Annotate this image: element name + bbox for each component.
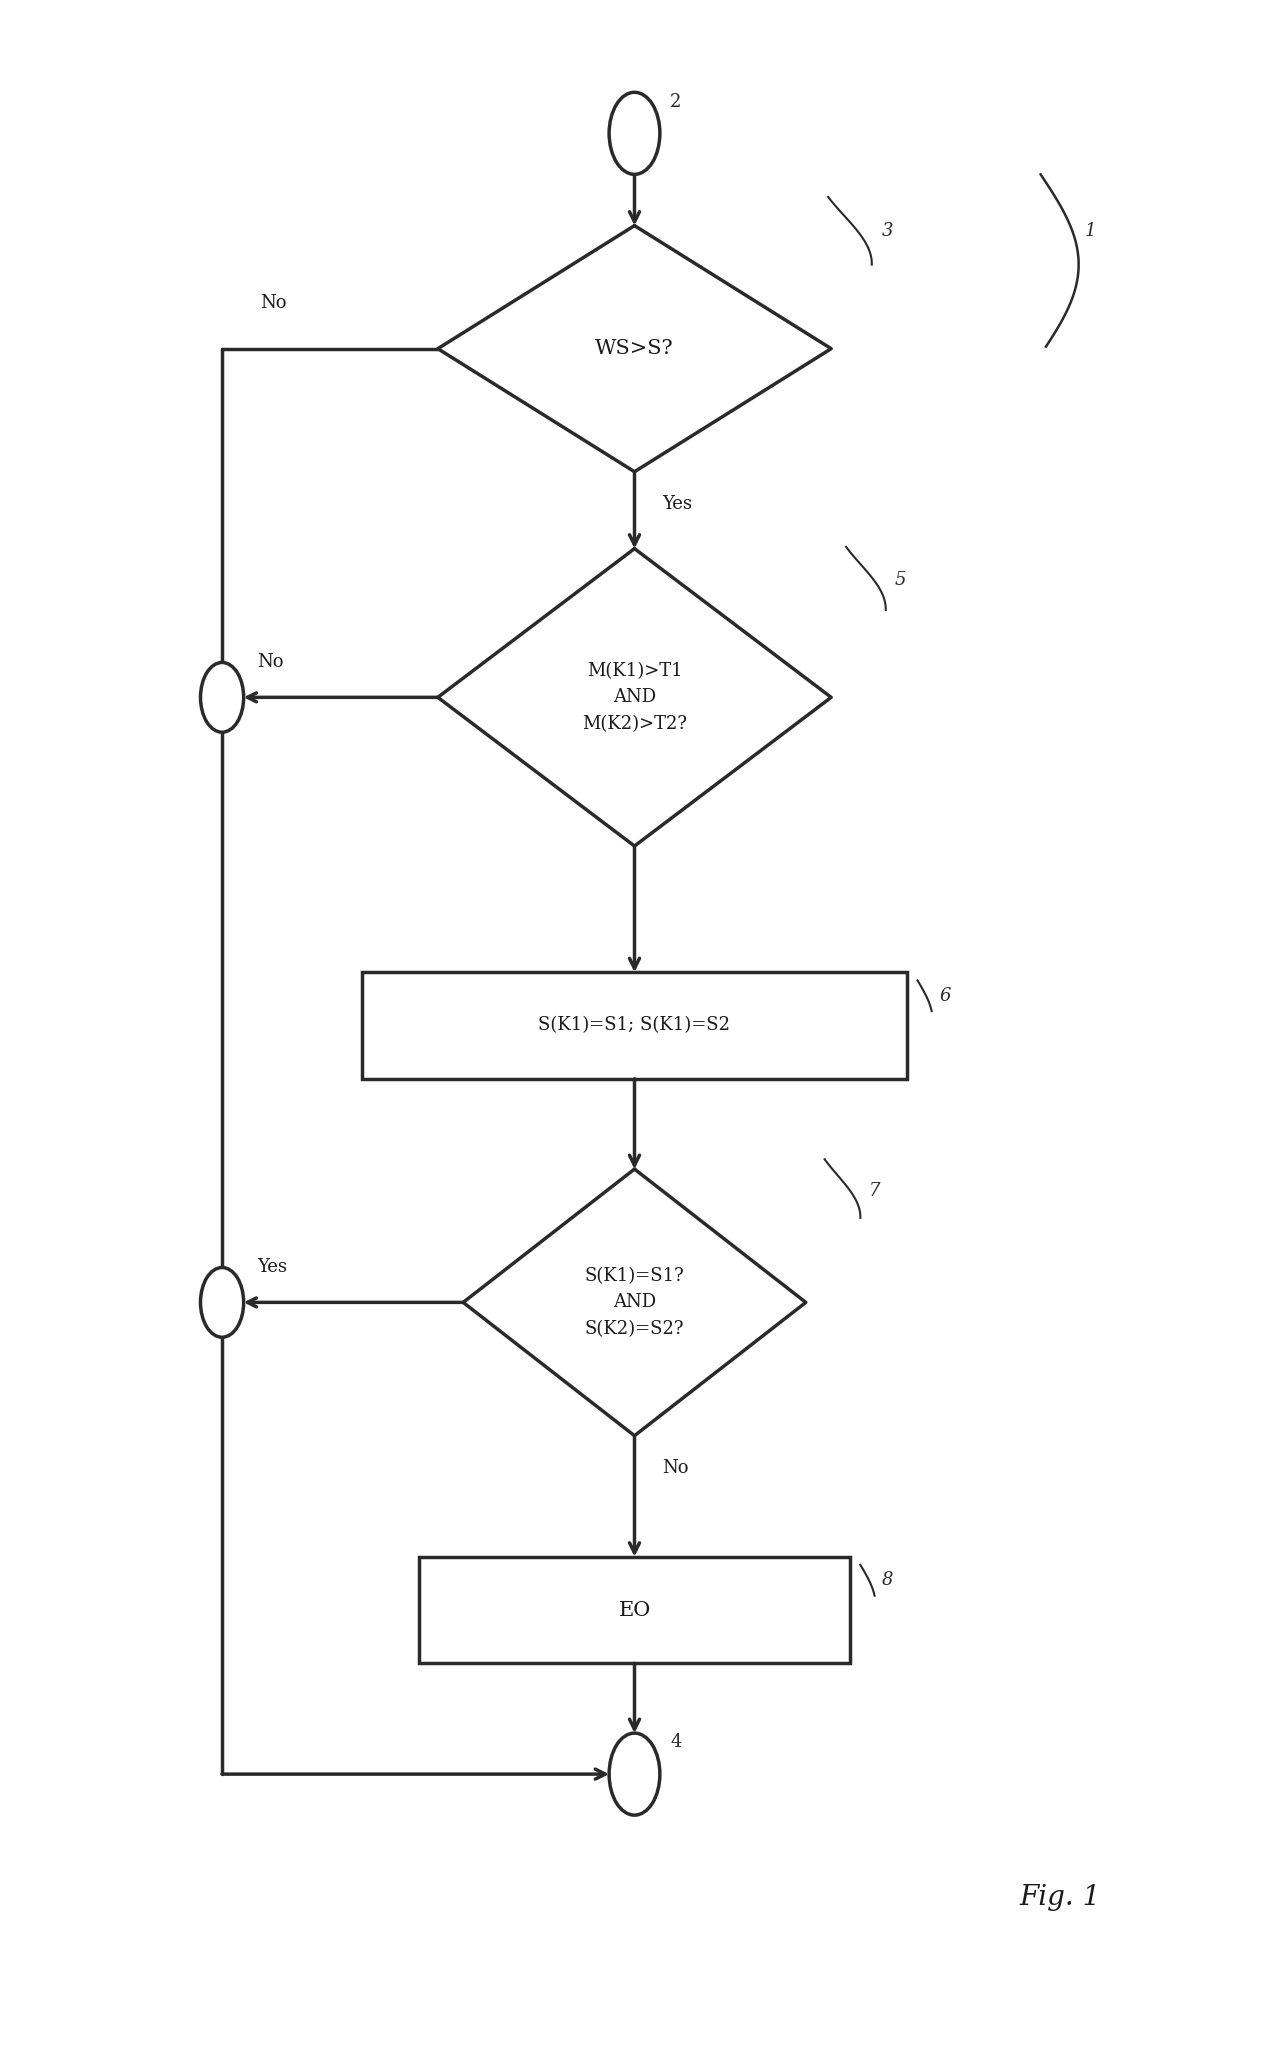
Text: 1: 1 <box>1085 222 1096 240</box>
Text: Yes: Yes <box>662 494 693 513</box>
Text: EO: EO <box>618 1600 651 1620</box>
Circle shape <box>201 662 244 732</box>
Text: M(K1)>T1
AND
M(K2)>T2?: M(K1)>T1 AND M(K2)>T2? <box>582 662 687 732</box>
Text: 5: 5 <box>895 570 906 589</box>
Text: S(K1)=S1; S(K1)=S2: S(K1)=S1; S(K1)=S2 <box>538 1017 731 1034</box>
Text: 3: 3 <box>882 222 893 240</box>
Text: Yes: Yes <box>258 1257 288 1276</box>
Text: Fig. 1: Fig. 1 <box>1019 1883 1100 1912</box>
Text: No: No <box>662 1458 689 1477</box>
Text: 7: 7 <box>869 1181 881 1200</box>
Text: 8: 8 <box>882 1571 893 1590</box>
Circle shape <box>609 1733 660 1815</box>
Bar <box>419 1557 850 1663</box>
Text: WS>S?: WS>S? <box>595 338 674 359</box>
Text: No: No <box>258 652 284 671</box>
Circle shape <box>609 92 660 174</box>
Text: 6: 6 <box>939 987 950 1005</box>
Text: 2: 2 <box>670 92 681 111</box>
Text: 4: 4 <box>670 1733 681 1752</box>
Text: S(K1)=S1?
AND
S(K2)=S2?: S(K1)=S1? AND S(K2)=S2? <box>585 1268 684 1337</box>
Bar <box>362 972 907 1079</box>
Text: No: No <box>260 293 287 312</box>
Circle shape <box>201 1268 244 1337</box>
